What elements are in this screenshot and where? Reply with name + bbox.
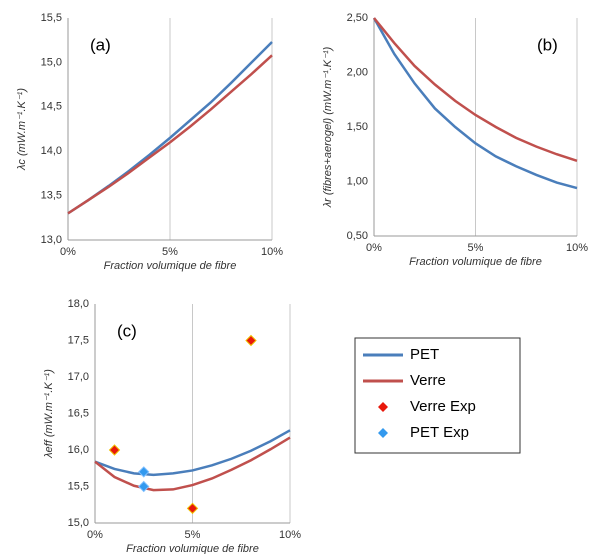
y-tick-label: 2,50	[347, 12, 368, 24]
data-point	[138, 480, 150, 493]
legend-label: PET Exp	[410, 424, 469, 441]
data-point	[108, 444, 121, 456]
legend-marker	[378, 402, 388, 412]
y-tick-label: 16,0	[68, 444, 89, 456]
x-tick-label: 0%	[87, 529, 103, 541]
series-line	[94, 429, 291, 477]
panel-label: (c)	[117, 321, 137, 340]
x-axis-label: Fraction volumique de fibre	[409, 256, 542, 268]
series-line	[94, 436, 291, 492]
y-tick-label: 17,0	[68, 371, 89, 383]
y-tick-label: 2,00	[347, 66, 368, 78]
x-axis-label: Fraction volumique de fibre	[104, 260, 237, 272]
x-tick-label: 10%	[566, 242, 588, 254]
data-point	[186, 502, 199, 515]
panel-label: (b)	[537, 35, 558, 54]
legend-label: Verre	[410, 372, 446, 389]
panel-label: (a)	[90, 35, 111, 54]
y-tick-label: 14,0	[41, 145, 62, 157]
legend-label: Verre Exp	[410, 398, 476, 415]
data-point	[138, 466, 150, 478]
y-axis-label: λc (mW.m⁻¹.K⁻¹)	[16, 88, 28, 171]
x-tick-label: 5%	[162, 246, 178, 258]
x-tick-label: 5%	[185, 529, 201, 541]
y-tick-label: 15,5	[41, 12, 62, 24]
series-line	[372, 17, 578, 190]
series-line	[373, 17, 578, 162]
y-tick-label: 0,50	[347, 230, 368, 242]
y-tick-label: 13,5	[41, 190, 62, 202]
y-tick-label: 15,0	[41, 56, 62, 68]
y-axis-label: λr (fibres+aerogel) (mW.m⁻¹.K⁻¹)	[322, 46, 334, 208]
y-tick-label: 1,50	[347, 121, 368, 133]
x-tick-label: 0%	[366, 242, 382, 254]
y-tick-label: 18,0	[68, 298, 89, 310]
y-tick-label: 13,0	[41, 234, 62, 246]
x-tick-label: 10%	[279, 529, 301, 541]
y-axis-label: λeff (mW.m⁻¹.K⁻¹)	[43, 369, 55, 459]
x-tick-label: 0%	[60, 246, 76, 258]
data-point	[245, 334, 257, 347]
x-tick-label: 10%	[261, 246, 283, 258]
x-axis-label: Fraction volumique de fibre	[126, 543, 259, 554]
legend-marker	[378, 428, 388, 438]
y-tick-label: 17,5	[68, 334, 89, 346]
y-tick-label: 16,5	[68, 407, 89, 419]
series-line	[67, 54, 273, 215]
legend-label: PET	[410, 346, 439, 363]
y-tick-label: 14,5	[41, 101, 62, 113]
y-tick-label: 15,5	[68, 480, 89, 492]
y-tick-label: 15,0	[68, 517, 89, 529]
x-tick-label: 5%	[468, 242, 484, 254]
y-tick-label: 1,00	[347, 175, 368, 187]
